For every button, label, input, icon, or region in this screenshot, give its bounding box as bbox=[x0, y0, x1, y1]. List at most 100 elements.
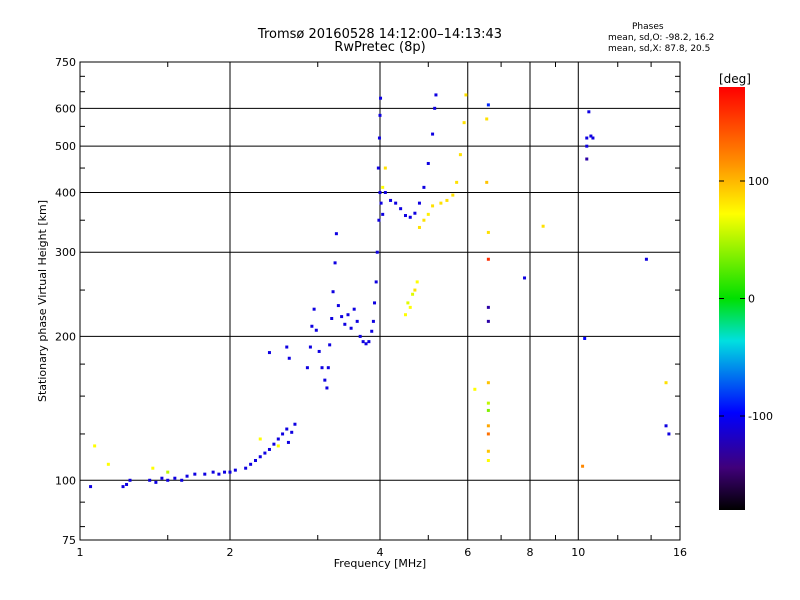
data-point-o bbox=[370, 329, 374, 333]
data-point-o bbox=[394, 201, 398, 205]
data-point-o bbox=[154, 480, 158, 484]
data-point-o bbox=[585, 136, 589, 140]
data-point-o bbox=[585, 144, 589, 148]
chart-subtitle: RwPretec (8p) bbox=[334, 40, 426, 55]
data-point-o bbox=[644, 257, 648, 261]
data-point-o bbox=[422, 185, 426, 189]
phases-heading: Phases bbox=[632, 22, 664, 32]
data-point-x bbox=[473, 387, 477, 391]
data-point-o bbox=[583, 336, 587, 340]
data-point-x bbox=[406, 301, 410, 305]
data-point-o bbox=[285, 427, 289, 431]
data-point-o bbox=[320, 366, 324, 370]
data-point-x bbox=[486, 381, 490, 385]
data-point-o bbox=[379, 96, 383, 100]
x-tick-label: 8 bbox=[527, 546, 534, 559]
data-point-o bbox=[125, 482, 129, 486]
data-point-o bbox=[267, 447, 271, 451]
data-point-o bbox=[333, 261, 337, 265]
data-point-o bbox=[373, 301, 377, 305]
data-point-o bbox=[148, 478, 152, 482]
data-point-x bbox=[462, 121, 466, 125]
data-point-o bbox=[361, 340, 365, 344]
data-point-o bbox=[381, 212, 385, 216]
data-point-x bbox=[486, 257, 490, 261]
phases-o-stats: mean, sd,O: -98.2, 16.2 bbox=[608, 33, 715, 43]
data-point-o bbox=[253, 458, 257, 462]
y-tick-label: 100 bbox=[55, 474, 76, 487]
data-point-o bbox=[371, 319, 375, 323]
data-point-o bbox=[377, 218, 381, 222]
data-point-o bbox=[334, 232, 338, 236]
colorbar-tick-label: 100 bbox=[748, 175, 769, 188]
data-point-o bbox=[486, 319, 490, 323]
data-point-o bbox=[523, 276, 527, 280]
y-tick-label: 750 bbox=[55, 56, 76, 69]
data-point-x bbox=[151, 466, 155, 470]
data-point-x bbox=[451, 193, 455, 197]
data-point-o bbox=[326, 366, 330, 370]
y-axis-label: Stationary phase Virtual Height [km] bbox=[36, 200, 49, 402]
x-tick-label: 16 bbox=[673, 546, 687, 559]
data-point-x bbox=[413, 288, 417, 292]
data-point-o bbox=[228, 470, 232, 474]
data-point-x bbox=[486, 401, 490, 405]
data-point-o bbox=[343, 322, 347, 326]
data-point-x bbox=[486, 449, 490, 453]
data-point-x bbox=[426, 212, 430, 216]
data-point-o bbox=[128, 478, 132, 482]
data-point-x bbox=[486, 424, 490, 428]
data-point-o bbox=[340, 315, 344, 319]
data-point-o bbox=[399, 207, 403, 211]
y-tick-label: 500 bbox=[55, 140, 76, 153]
data-point-o bbox=[287, 356, 291, 360]
data-point-o bbox=[486, 103, 490, 107]
data-point-o bbox=[325, 386, 329, 390]
data-point-o bbox=[364, 342, 368, 346]
data-point-o bbox=[377, 136, 381, 140]
data-point-x bbox=[258, 437, 262, 441]
data-point-x bbox=[415, 280, 419, 284]
data-point-o bbox=[185, 474, 189, 478]
data-point-x bbox=[93, 444, 97, 448]
data-point-o bbox=[211, 470, 215, 474]
data-point-x bbox=[581, 464, 585, 468]
data-point-x bbox=[408, 305, 412, 309]
data-point-o bbox=[290, 430, 294, 434]
data-point-x bbox=[106, 462, 110, 466]
data-point-o bbox=[408, 215, 412, 219]
data-point-o bbox=[305, 366, 309, 370]
data-points bbox=[89, 93, 671, 489]
data-point-o bbox=[281, 432, 285, 436]
data-point-o bbox=[378, 113, 382, 117]
x-axis-label: Frequency [MHz] bbox=[334, 557, 426, 570]
data-point-o bbox=[431, 132, 435, 136]
data-point-o bbox=[263, 451, 267, 455]
data-point-o bbox=[589, 134, 593, 138]
grid bbox=[80, 62, 680, 540]
data-point-o bbox=[330, 316, 334, 320]
data-point-o bbox=[249, 462, 253, 466]
data-point-o bbox=[664, 424, 668, 428]
data-point-o bbox=[434, 93, 438, 97]
data-point-o bbox=[317, 349, 321, 353]
x-tick-label: 2 bbox=[227, 546, 234, 559]
data-point-o bbox=[331, 290, 335, 294]
data-point-x bbox=[486, 230, 490, 234]
data-point-x bbox=[486, 458, 490, 462]
data-point-o bbox=[121, 485, 125, 489]
data-point-o bbox=[233, 468, 237, 472]
data-point-o bbox=[217, 472, 221, 476]
data-point-x bbox=[411, 292, 415, 296]
plot-frame bbox=[79, 61, 681, 541]
x-tick-label: 4 bbox=[377, 546, 384, 559]
data-point-x bbox=[664, 381, 668, 385]
data-point-x bbox=[381, 185, 385, 189]
data-point-o bbox=[383, 190, 387, 194]
data-point-o bbox=[276, 437, 280, 441]
data-point-o bbox=[417, 201, 421, 205]
data-point-o bbox=[352, 307, 356, 311]
data-point-o bbox=[193, 472, 197, 476]
phases-x-stats: mean, sd,X: 87.8, 20.5 bbox=[608, 44, 711, 54]
colorbar-ticks: 100 0 -100 bbox=[719, 175, 773, 423]
